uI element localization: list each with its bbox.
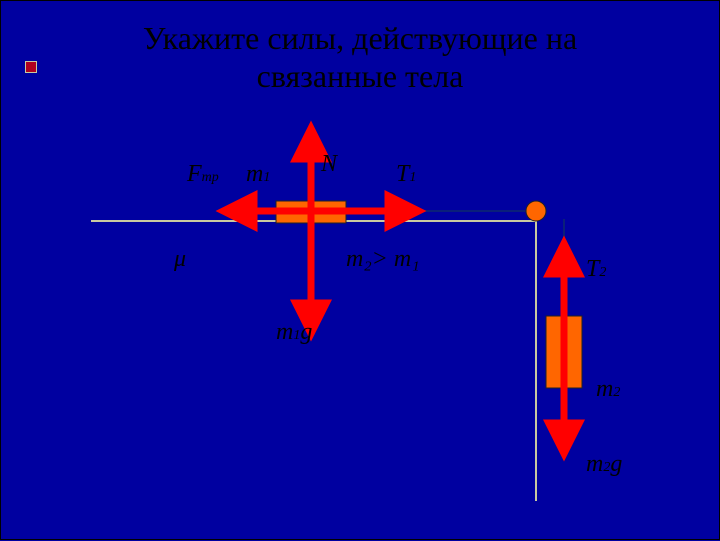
label-m2: m2 — [596, 376, 620, 403]
label-Ftr: Fтр — [187, 161, 219, 188]
label-mu: μ — [174, 246, 186, 273]
label-N: N — [321, 151, 337, 178]
label-m2g: m2g — [586, 451, 622, 478]
pulley — [526, 201, 546, 221]
label-T1: T1 — [396, 161, 416, 188]
label-T2: T2 — [586, 256, 606, 283]
label-m1g: m1g — [276, 319, 312, 346]
label-condition: m₂> m₁ — [346, 246, 420, 273]
label-m1: m1 — [246, 161, 270, 188]
